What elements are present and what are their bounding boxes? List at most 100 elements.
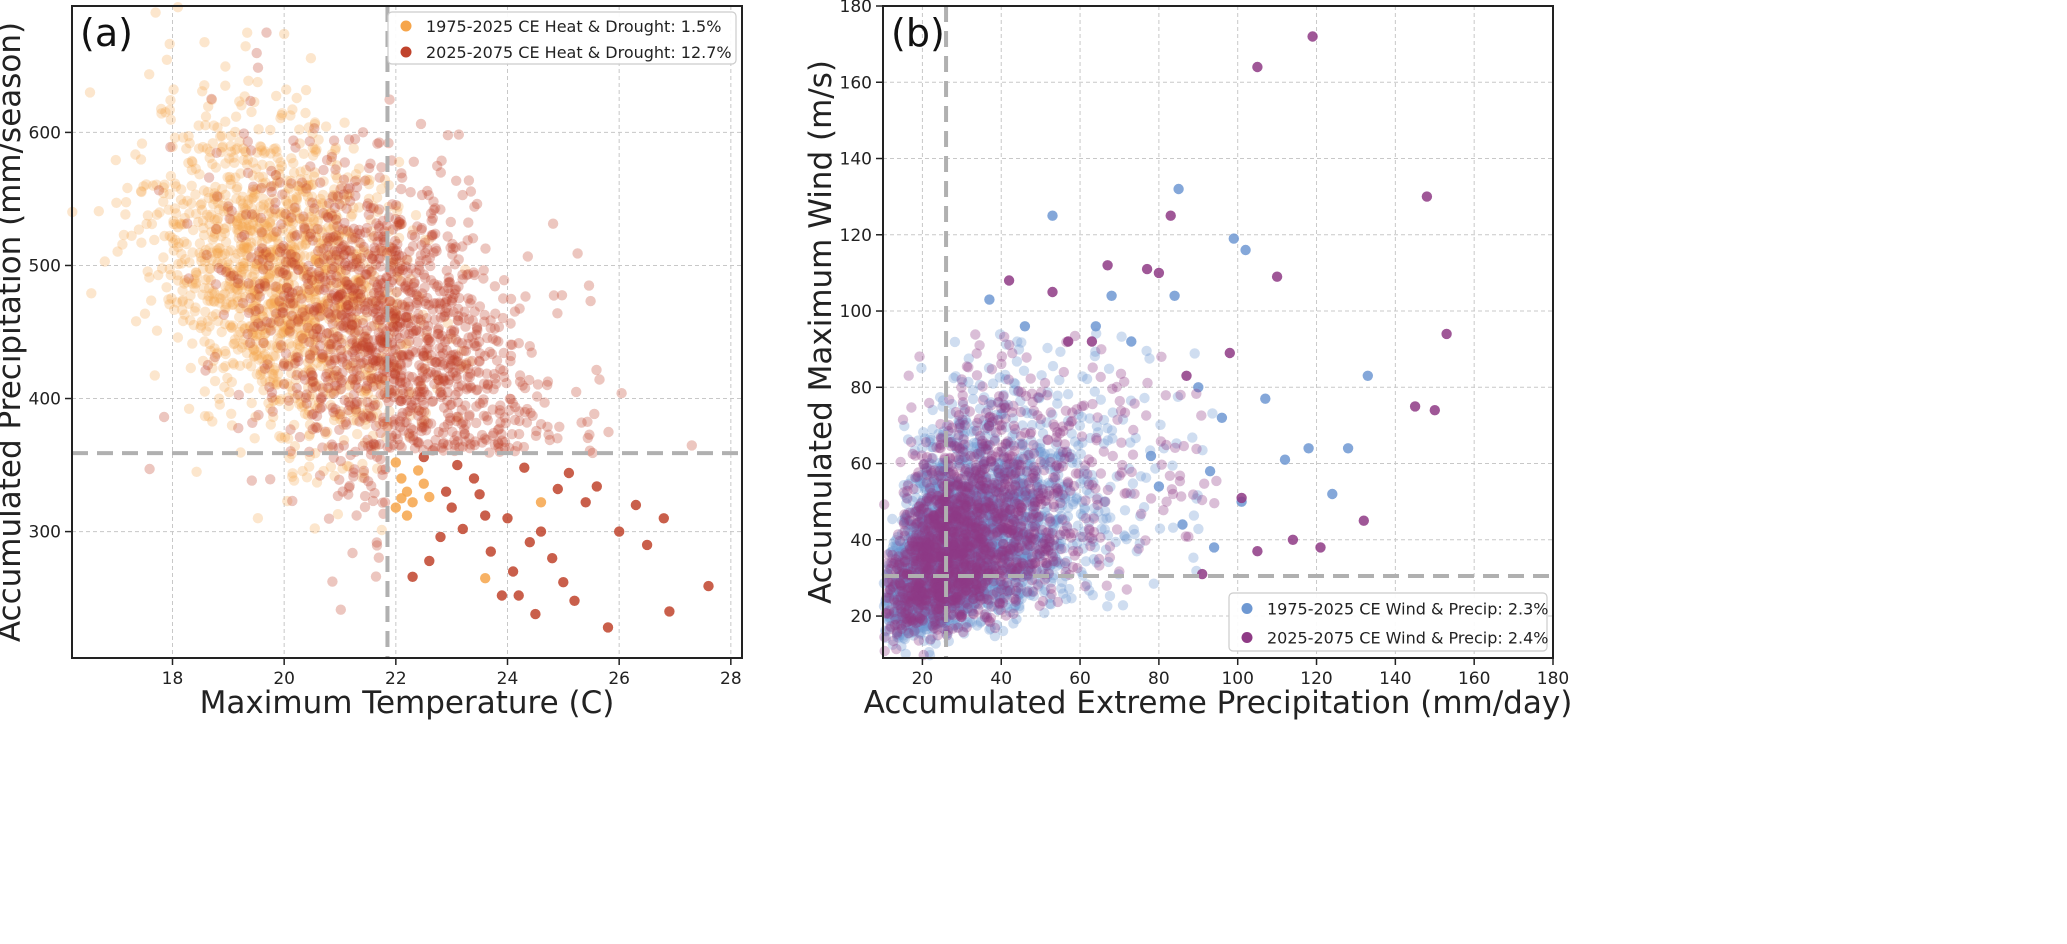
data-point xyxy=(204,211,215,223)
data-point xyxy=(230,126,241,138)
data-point xyxy=(207,416,218,427)
data-point xyxy=(452,459,463,471)
y-tick-label: 300 xyxy=(29,523,61,543)
data-point xyxy=(237,257,249,269)
data-point xyxy=(376,293,388,304)
data-point xyxy=(330,404,341,415)
data-point xyxy=(255,320,266,332)
data-point xyxy=(342,226,353,238)
data-point xyxy=(238,260,249,272)
data-point xyxy=(274,336,286,347)
data-point xyxy=(278,261,289,272)
data-point xyxy=(300,164,312,176)
data-point xyxy=(394,257,406,268)
data-point xyxy=(344,480,355,492)
data-point xyxy=(277,222,289,234)
data-point xyxy=(465,298,476,309)
data-point xyxy=(283,215,294,227)
data-point xyxy=(272,244,283,255)
data-point xyxy=(263,208,275,219)
data-point xyxy=(325,208,336,219)
data-point xyxy=(234,360,246,371)
data-point xyxy=(303,180,314,192)
data-point xyxy=(348,300,359,312)
data-point xyxy=(321,154,333,166)
data-point xyxy=(229,282,240,294)
data-point xyxy=(292,253,303,264)
data-point xyxy=(305,161,316,172)
data-point xyxy=(400,338,411,350)
data-point xyxy=(149,370,160,381)
data-point xyxy=(341,359,353,370)
data-point xyxy=(248,344,259,355)
data-point xyxy=(249,351,260,362)
data-point xyxy=(226,420,238,431)
data-point xyxy=(174,218,186,229)
data-point xyxy=(302,287,313,299)
y-tick-label: 600 xyxy=(29,123,61,143)
data-point xyxy=(219,227,230,239)
data-point xyxy=(126,230,137,241)
data-point xyxy=(353,273,365,284)
data-point xyxy=(350,169,362,180)
data-point xyxy=(284,381,296,392)
data-point xyxy=(203,291,214,302)
data-point xyxy=(195,322,206,334)
data-point xyxy=(195,199,206,211)
data-point xyxy=(313,279,324,291)
data-point xyxy=(415,317,426,328)
data-point xyxy=(219,381,230,393)
data-point xyxy=(236,221,248,232)
data-point xyxy=(275,283,286,295)
data-point xyxy=(206,247,217,258)
data-point xyxy=(283,433,294,444)
data-point xyxy=(347,209,358,220)
data-point xyxy=(302,322,313,333)
data-point xyxy=(294,331,306,342)
data-point xyxy=(471,385,482,396)
data-point xyxy=(332,490,344,502)
data-point xyxy=(309,294,321,305)
data-point xyxy=(239,146,251,157)
data-point xyxy=(406,229,418,241)
data-point xyxy=(237,210,248,221)
data-point xyxy=(243,280,254,291)
data-point xyxy=(258,365,269,377)
data-point xyxy=(244,320,256,332)
data-point xyxy=(374,418,385,429)
data-point xyxy=(376,380,387,391)
data-point xyxy=(304,391,315,402)
data-point xyxy=(199,37,210,48)
data-point xyxy=(468,473,480,484)
data-point xyxy=(256,286,267,297)
data-point xyxy=(270,170,281,181)
data-point xyxy=(251,330,262,341)
data-point xyxy=(265,474,276,485)
data-point xyxy=(420,425,432,436)
data-point xyxy=(396,183,407,195)
data-point xyxy=(257,159,268,170)
data-point xyxy=(298,211,309,222)
data-point xyxy=(339,157,350,168)
data-point xyxy=(307,179,319,190)
data-point xyxy=(332,193,344,205)
data-point xyxy=(171,297,182,308)
data-point xyxy=(295,286,306,297)
data-point xyxy=(187,156,198,168)
data-point xyxy=(330,214,341,225)
data-point xyxy=(149,234,160,246)
data-point xyxy=(311,323,323,334)
data-point xyxy=(266,340,277,351)
data-point xyxy=(252,316,263,328)
data-point xyxy=(253,354,264,365)
data-point xyxy=(209,193,220,205)
data-point xyxy=(168,218,179,230)
data-point xyxy=(303,319,314,331)
data-point xyxy=(371,192,383,203)
data-point xyxy=(326,149,338,160)
data-point xyxy=(259,248,270,259)
data-point xyxy=(299,283,310,294)
data-point xyxy=(342,300,353,312)
data-point xyxy=(413,465,424,476)
data-point xyxy=(262,249,273,261)
